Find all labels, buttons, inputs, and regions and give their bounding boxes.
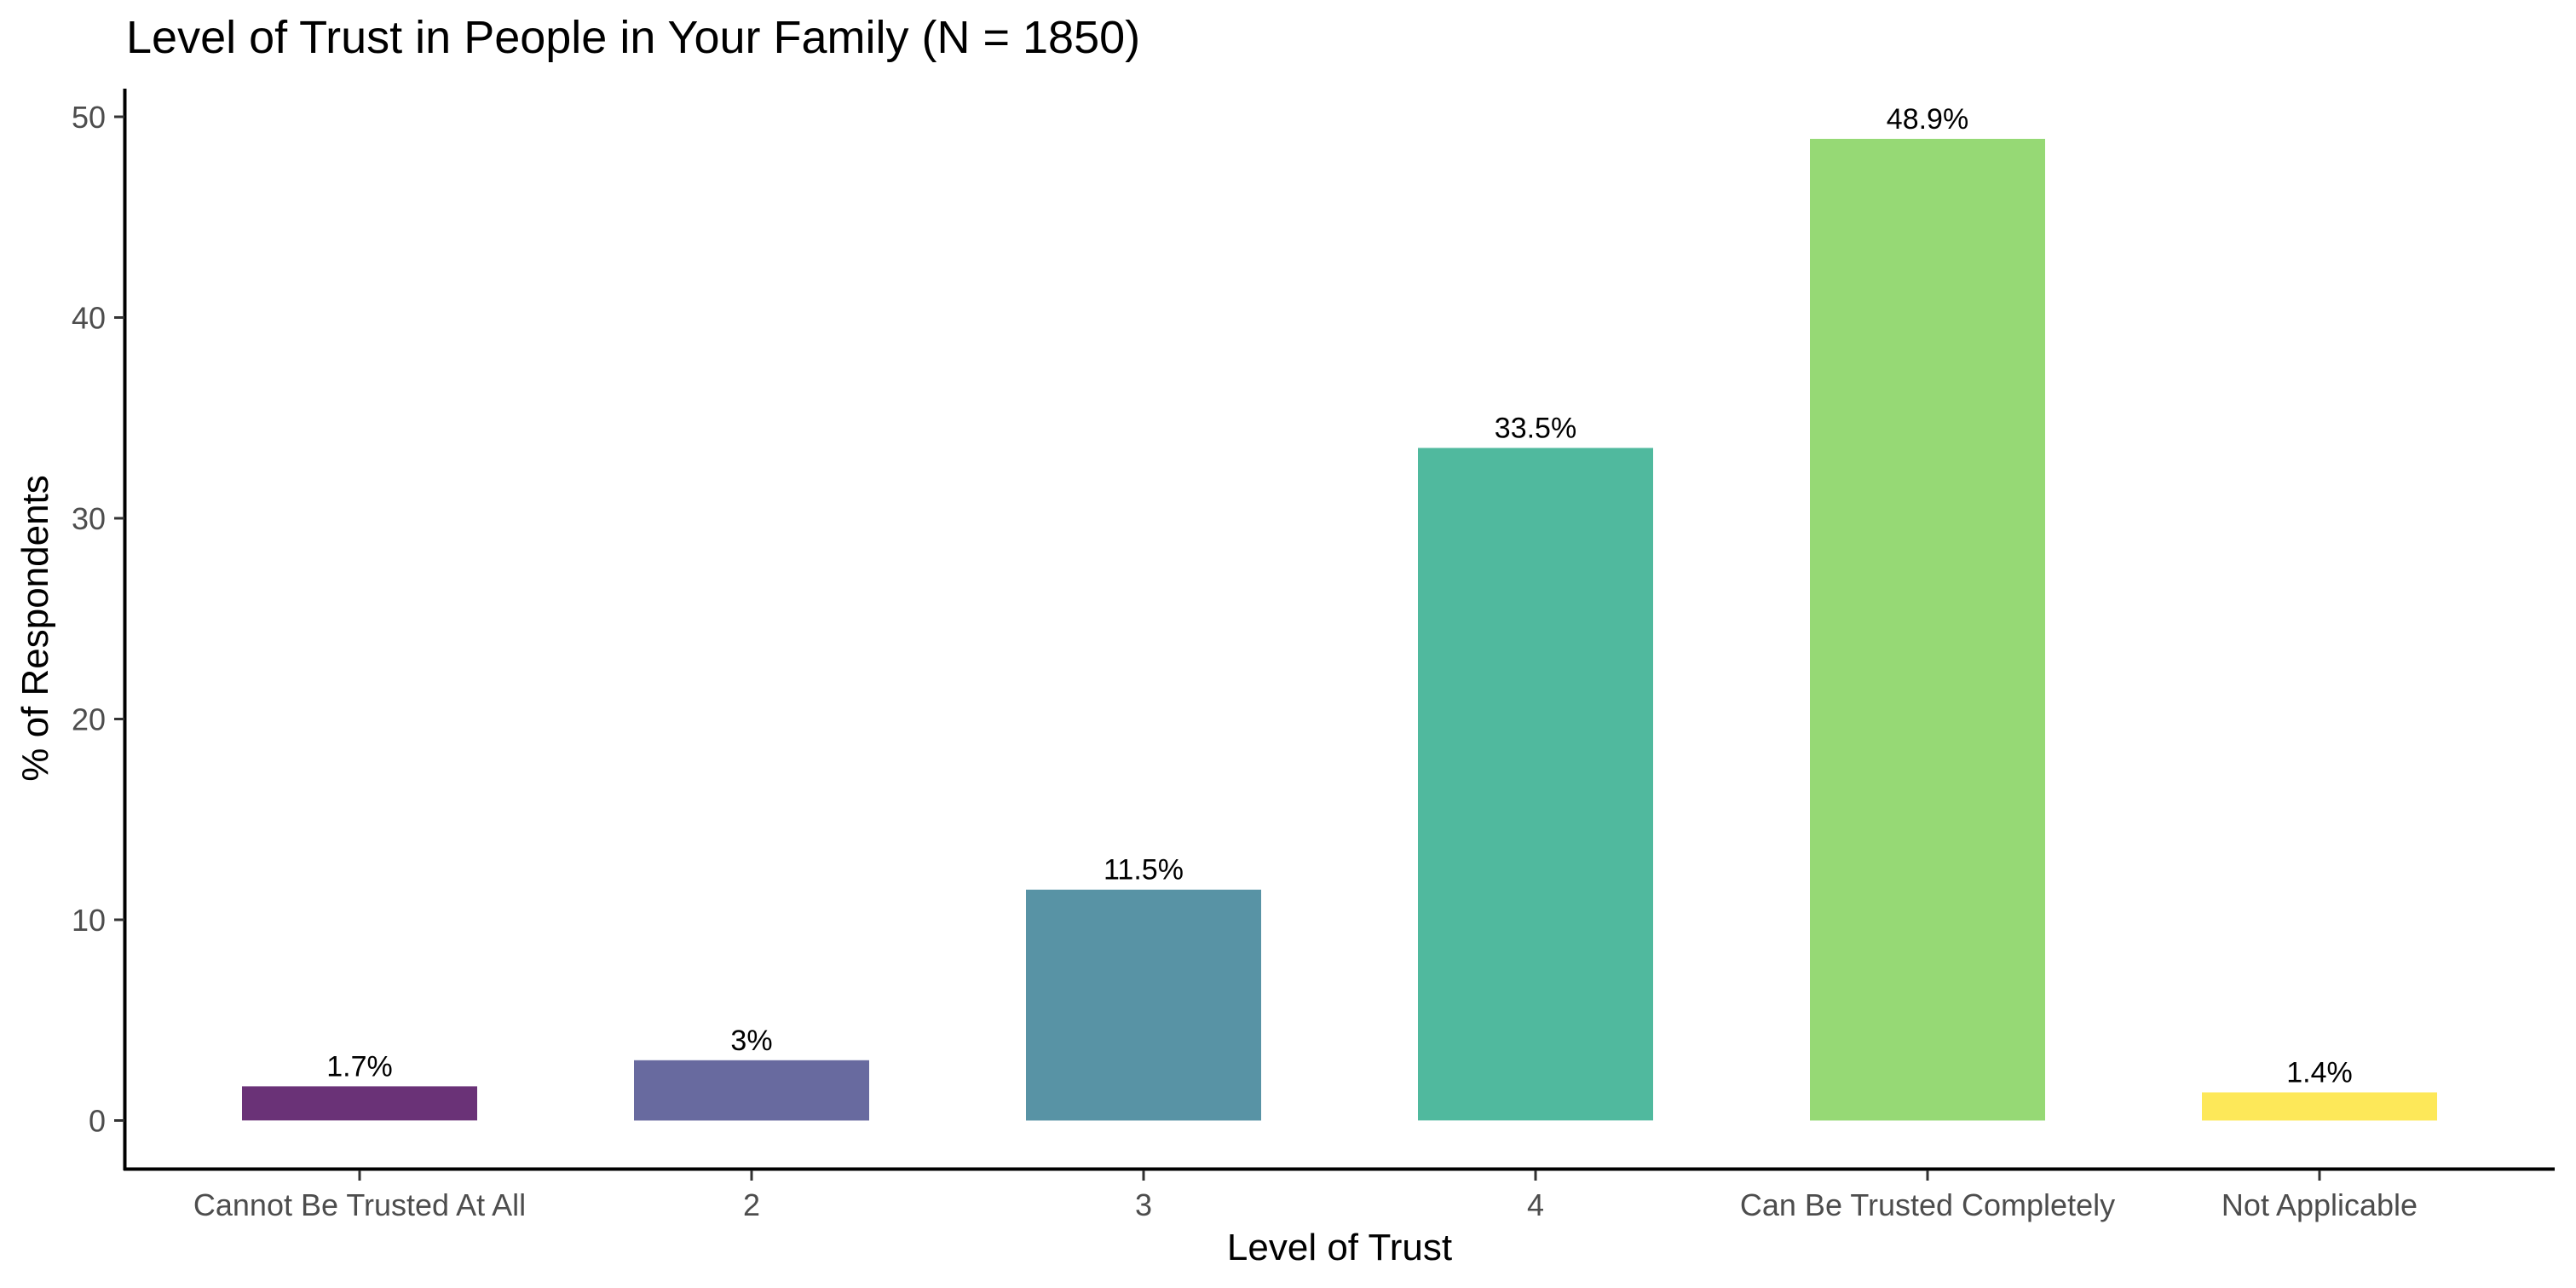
chart-title: Level of Trust in People in Your Family …	[126, 12, 1140, 63]
x-tick-label-1: Cannot Be Trusted At All	[193, 1187, 526, 1222]
value-label-4: 33.5%	[1495, 413, 1576, 445]
y-tick-label-30: 30	[72, 501, 106, 536]
value-labels-group: 1.7% 3% 11.5% 33.5% 48.9% 1.4%	[326, 103, 2353, 1089]
y-tick-label-10: 10	[72, 903, 106, 938]
bar-4	[1418, 448, 1653, 1121]
value-label-1: 1.7%	[326, 1050, 393, 1083]
value-label-2: 3%	[730, 1025, 772, 1057]
y-tick-label-0: 0	[89, 1104, 106, 1139]
bar-6	[2202, 1092, 2437, 1121]
y-tick-label-20: 20	[72, 702, 106, 737]
x-tick-label-4: 4	[1527, 1187, 1544, 1222]
x-axis-ticks: Cannot Be Trusted At All 2 3 4 Can Be Truste…	[193, 1170, 2418, 1222]
x-axis-title: Level of Trust	[1227, 1227, 1452, 1268]
bar-5	[1810, 138, 2045, 1121]
x-tick-label-5: Can Be Trusted Completely	[1740, 1187, 2115, 1222]
value-label-6: 1.4%	[2286, 1057, 2353, 1089]
bar-2	[634, 1060, 869, 1121]
y-tick-label-50: 50	[72, 100, 106, 135]
x-tick-label-6: Not Applicable	[2222, 1187, 2418, 1222]
y-tick-label-40: 40	[72, 301, 106, 336]
x-tick-label-3: 3	[1135, 1187, 1152, 1222]
value-label-3: 11.5%	[1104, 854, 1184, 887]
bar-3	[1026, 889, 1261, 1121]
y-axis-ticks: 0 10 20 30 40 50	[72, 100, 124, 1139]
y-axis-title: % of Respondents	[14, 475, 56, 782]
bar-1	[242, 1086, 477, 1121]
bars-group	[242, 138, 2437, 1121]
x-tick-label-2: 2	[743, 1187, 760, 1222]
value-label-5: 48.9%	[1887, 103, 1968, 136]
